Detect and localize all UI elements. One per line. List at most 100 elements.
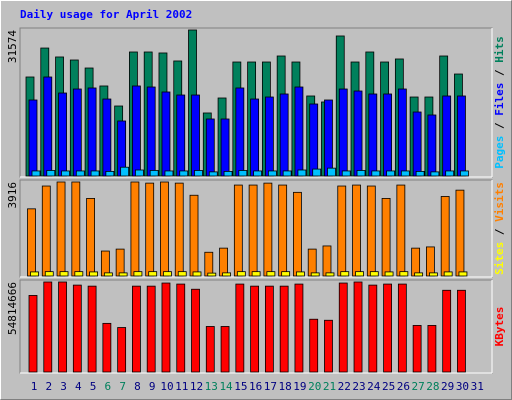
bar bbox=[223, 171, 233, 177]
bar bbox=[30, 271, 39, 277]
bar bbox=[207, 272, 217, 277]
legend-separator: / bbox=[493, 116, 506, 136]
bar bbox=[397, 88, 407, 177]
x-tick-label: 6 bbox=[105, 380, 112, 393]
bar bbox=[427, 114, 437, 177]
bar bbox=[132, 285, 141, 373]
x-tick-label: 28 bbox=[426, 380, 439, 393]
y-tick-label: 3916 bbox=[6, 182, 19, 209]
bar bbox=[219, 247, 228, 277]
legend: Sites / Visits bbox=[493, 182, 506, 275]
x-tick-label: 12 bbox=[190, 380, 203, 393]
bar bbox=[353, 281, 363, 373]
bar bbox=[179, 170, 189, 177]
legend-entry: Pages bbox=[493, 136, 506, 169]
x-tick-label: 29 bbox=[441, 380, 454, 393]
bar bbox=[56, 181, 66, 277]
bar bbox=[177, 271, 187, 277]
bar bbox=[130, 181, 140, 277]
bar bbox=[27, 208, 36, 277]
x-tick-label: 13 bbox=[205, 380, 218, 393]
bar bbox=[61, 170, 70, 177]
bar bbox=[352, 184, 361, 277]
bar bbox=[338, 88, 348, 177]
bar bbox=[160, 181, 169, 277]
x-tick-label: 8 bbox=[134, 380, 141, 393]
bar bbox=[278, 184, 288, 277]
x-tick-label: 17 bbox=[264, 380, 277, 393]
x-tick-label: 9 bbox=[149, 380, 156, 393]
bar bbox=[100, 250, 110, 277]
x-tick-label: 26 bbox=[397, 380, 410, 393]
bar bbox=[43, 76, 53, 177]
legend: KBytes bbox=[493, 307, 506, 347]
x-tick-label: 19 bbox=[293, 380, 306, 393]
bar bbox=[396, 184, 406, 277]
bar bbox=[279, 93, 289, 177]
bar bbox=[189, 194, 199, 277]
bar bbox=[355, 271, 364, 277]
bar bbox=[455, 189, 465, 277]
bar bbox=[43, 281, 53, 373]
bar bbox=[44, 271, 54, 277]
x-tick-label: 11 bbox=[175, 380, 188, 393]
bar bbox=[442, 289, 452, 373]
bar bbox=[460, 170, 469, 177]
bar bbox=[161, 91, 171, 177]
bar bbox=[59, 271, 69, 277]
bar bbox=[133, 271, 143, 277]
chart-title: Daily usage for April 2002 bbox=[20, 8, 192, 21]
bar bbox=[117, 327, 127, 373]
x-tick-label: 10 bbox=[160, 380, 173, 393]
bar bbox=[102, 98, 112, 177]
bar bbox=[28, 295, 38, 373]
bar bbox=[429, 272, 438, 277]
bar bbox=[371, 170, 381, 177]
bar bbox=[194, 170, 203, 177]
bar bbox=[443, 271, 453, 277]
bar bbox=[87, 87, 97, 177]
bar bbox=[102, 322, 112, 373]
bar bbox=[457, 289, 466, 373]
bar bbox=[146, 86, 156, 177]
bar bbox=[222, 272, 231, 277]
x-tick-label: 3 bbox=[60, 380, 67, 393]
x-tick-label: 16 bbox=[249, 380, 262, 393]
bar bbox=[103, 272, 113, 277]
legend-entry: Visits bbox=[493, 182, 506, 222]
bar bbox=[264, 96, 274, 177]
bar bbox=[72, 284, 82, 373]
bar bbox=[135, 169, 144, 177]
bar bbox=[263, 182, 273, 277]
bar bbox=[430, 171, 440, 177]
bar bbox=[74, 271, 84, 277]
bar bbox=[309, 103, 319, 177]
x-tick-label: 23 bbox=[352, 380, 365, 393]
bar bbox=[120, 166, 130, 177]
bar bbox=[415, 171, 425, 177]
bar bbox=[440, 196, 450, 277]
bar bbox=[145, 182, 155, 277]
bar bbox=[86, 197, 95, 277]
bar bbox=[310, 272, 320, 277]
bar bbox=[58, 92, 67, 177]
bar bbox=[267, 170, 277, 177]
bar bbox=[235, 283, 245, 373]
bar bbox=[386, 170, 395, 177]
bar bbox=[118, 272, 128, 277]
bar bbox=[176, 283, 186, 373]
bar bbox=[250, 98, 260, 177]
bar bbox=[146, 285, 156, 373]
bar bbox=[192, 271, 202, 277]
bar bbox=[164, 170, 174, 177]
x-tick-label: 14 bbox=[219, 380, 233, 393]
bar bbox=[337, 185, 347, 277]
bar bbox=[296, 271, 305, 277]
legend-entry: Sites bbox=[493, 242, 506, 275]
bar bbox=[427, 325, 437, 373]
bar bbox=[340, 271, 350, 277]
bar bbox=[191, 288, 200, 373]
bar bbox=[356, 170, 366, 177]
bar bbox=[220, 118, 230, 177]
